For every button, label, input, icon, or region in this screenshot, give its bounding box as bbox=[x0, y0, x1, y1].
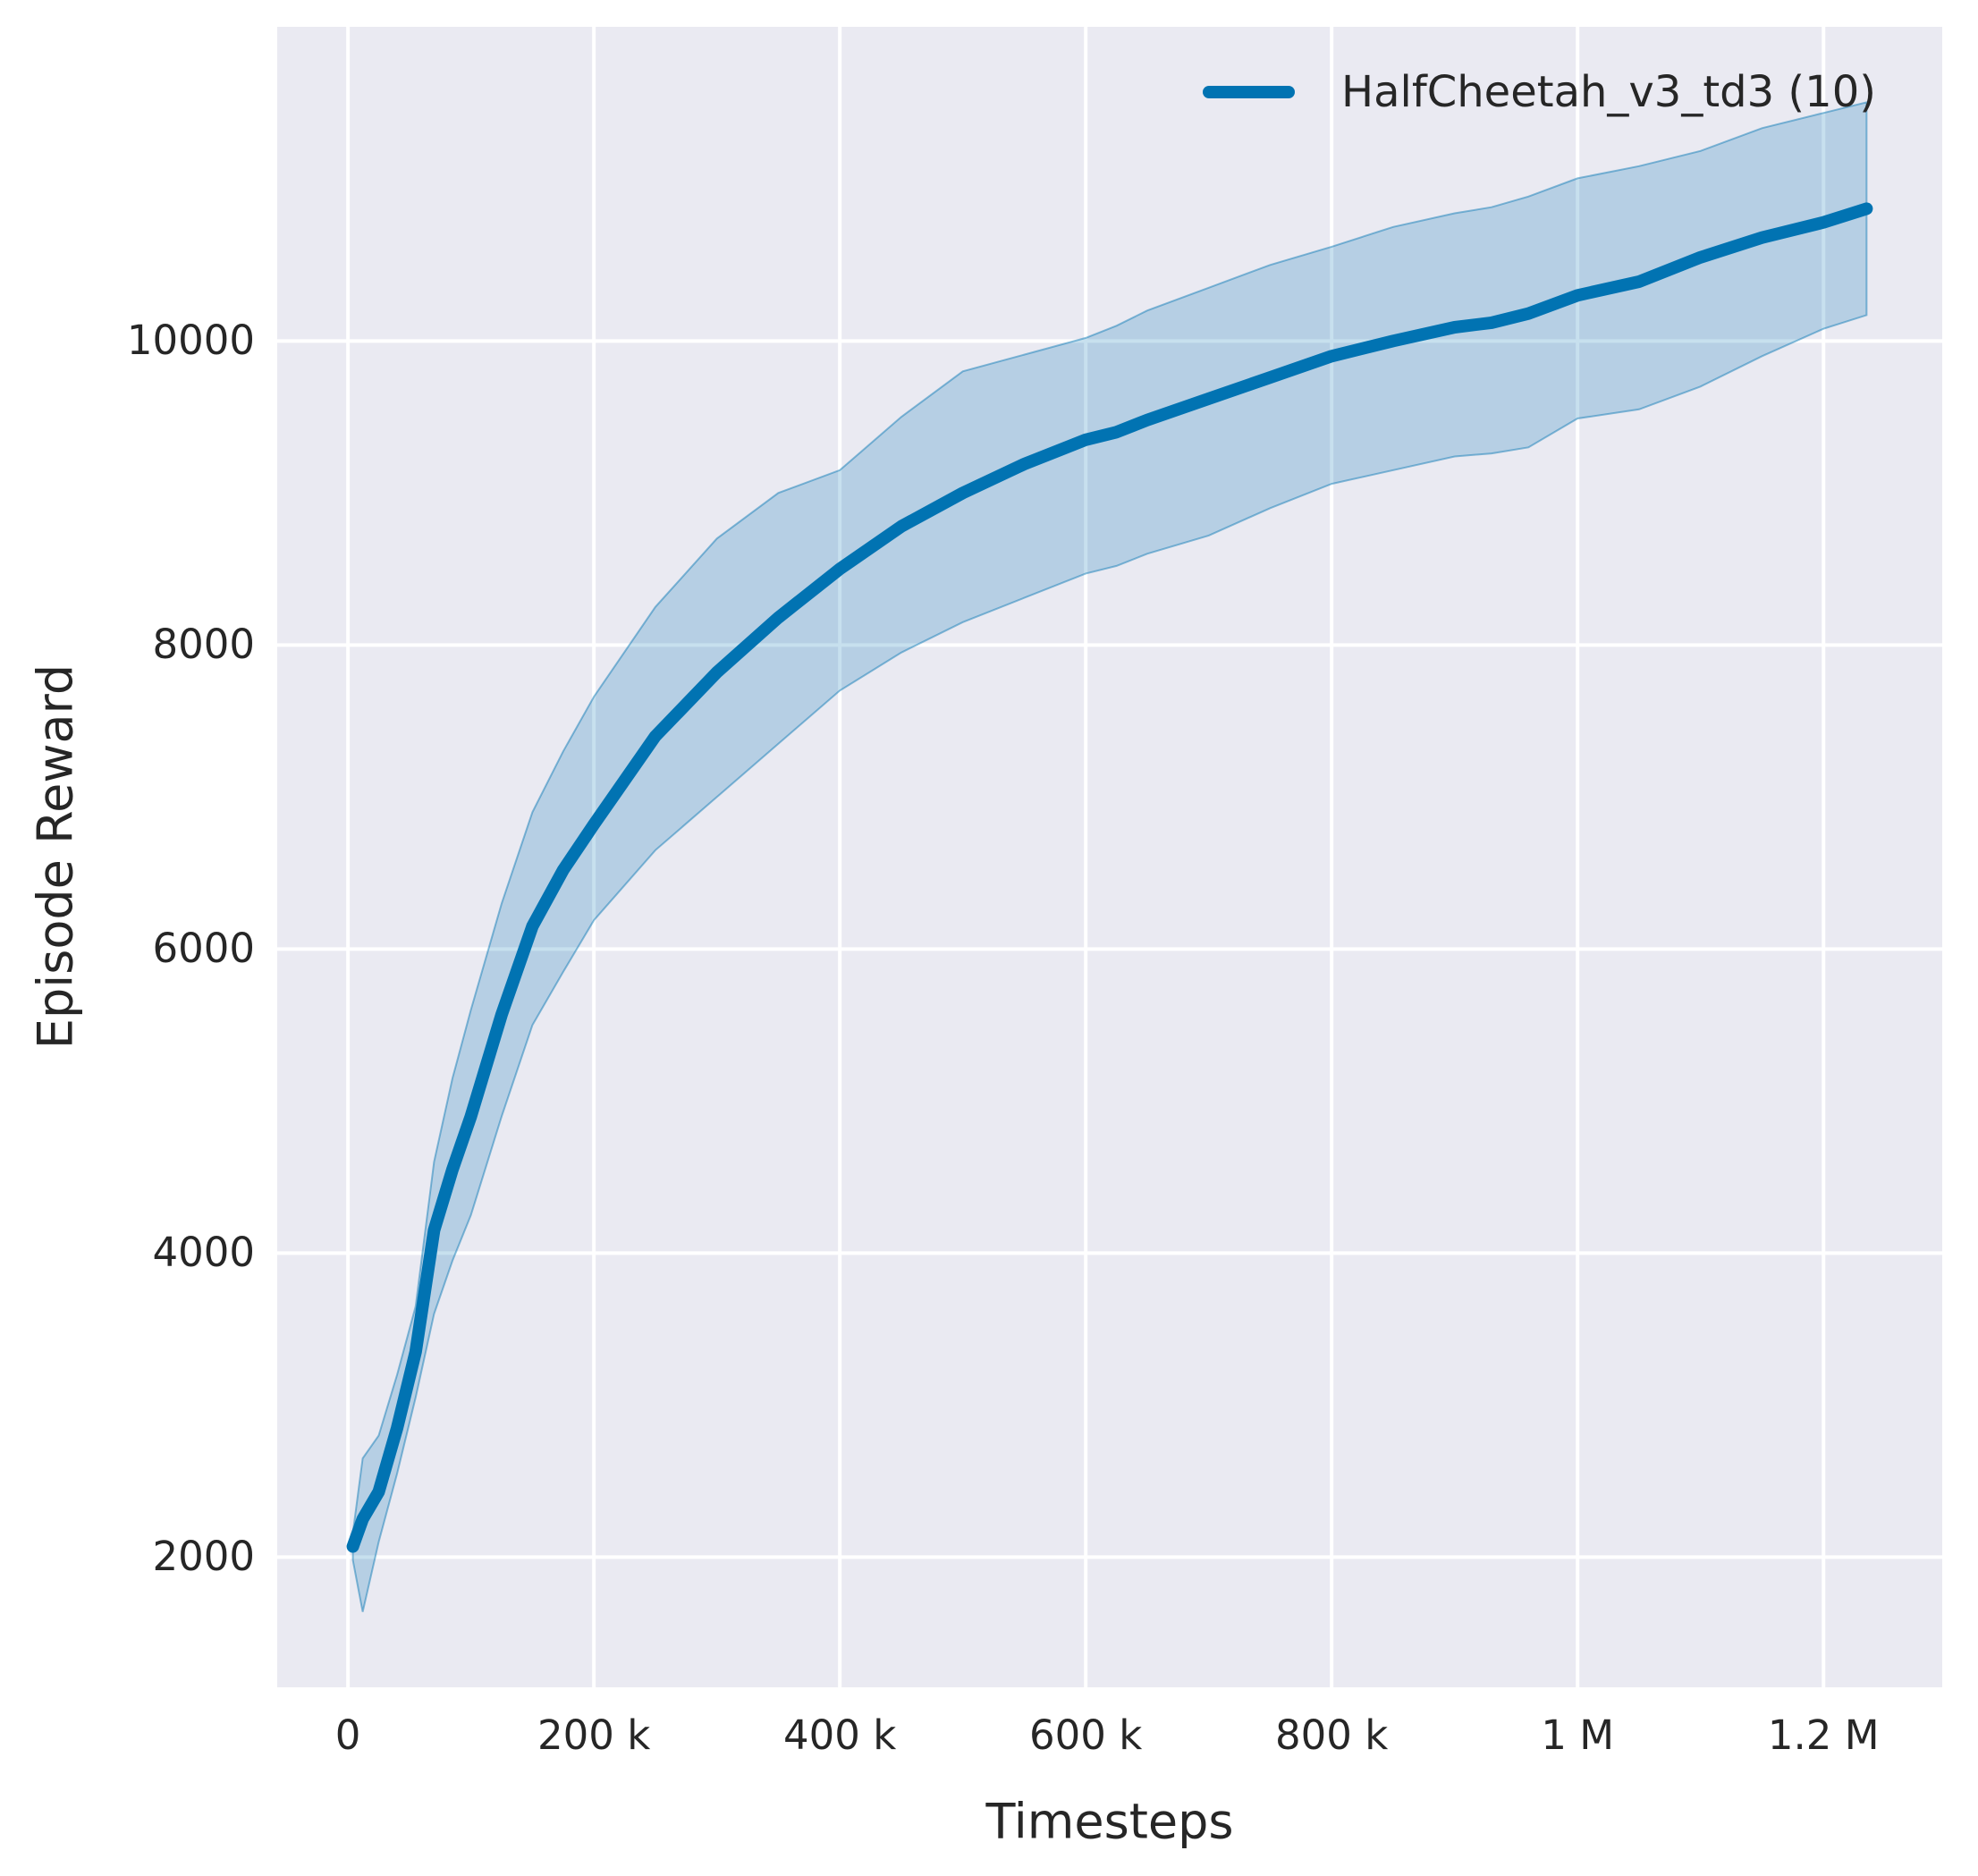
x-tick-label: 200 k bbox=[537, 1711, 651, 1759]
plot-background bbox=[277, 27, 1942, 1687]
x-tick-label: 1 M bbox=[1541, 1711, 1615, 1759]
y-tick-label: 8000 bbox=[152, 621, 255, 669]
plot-svg bbox=[277, 27, 1942, 1687]
x-tick-label: 1.2 M bbox=[1767, 1711, 1880, 1759]
gridlines bbox=[277, 27, 1942, 1687]
y-tick-label: 10000 bbox=[126, 317, 255, 365]
x-tick-label: 0 bbox=[334, 1711, 361, 1759]
y-tick-label: 2000 bbox=[152, 1533, 255, 1581]
x-tick-label: 600 k bbox=[1029, 1711, 1143, 1759]
y-axis-label: Episode Reward bbox=[27, 663, 84, 1050]
legend-line-sample bbox=[1203, 86, 1295, 98]
y-tick-label: 4000 bbox=[152, 1229, 255, 1277]
x-tick-label: 800 k bbox=[1275, 1711, 1389, 1759]
legend: HalfCheetah_v3_td3 (10) bbox=[1203, 63, 1876, 122]
plot-area bbox=[277, 27, 1942, 1687]
y-tick-label: 6000 bbox=[152, 925, 255, 973]
legend-label: HalfCheetah_v3_td3 (10) bbox=[1341, 67, 1876, 117]
x-tick-label: 400 k bbox=[783, 1711, 897, 1759]
x-axis-label: Timesteps bbox=[985, 1793, 1234, 1850]
mean-line bbox=[346, 202, 1873, 1553]
